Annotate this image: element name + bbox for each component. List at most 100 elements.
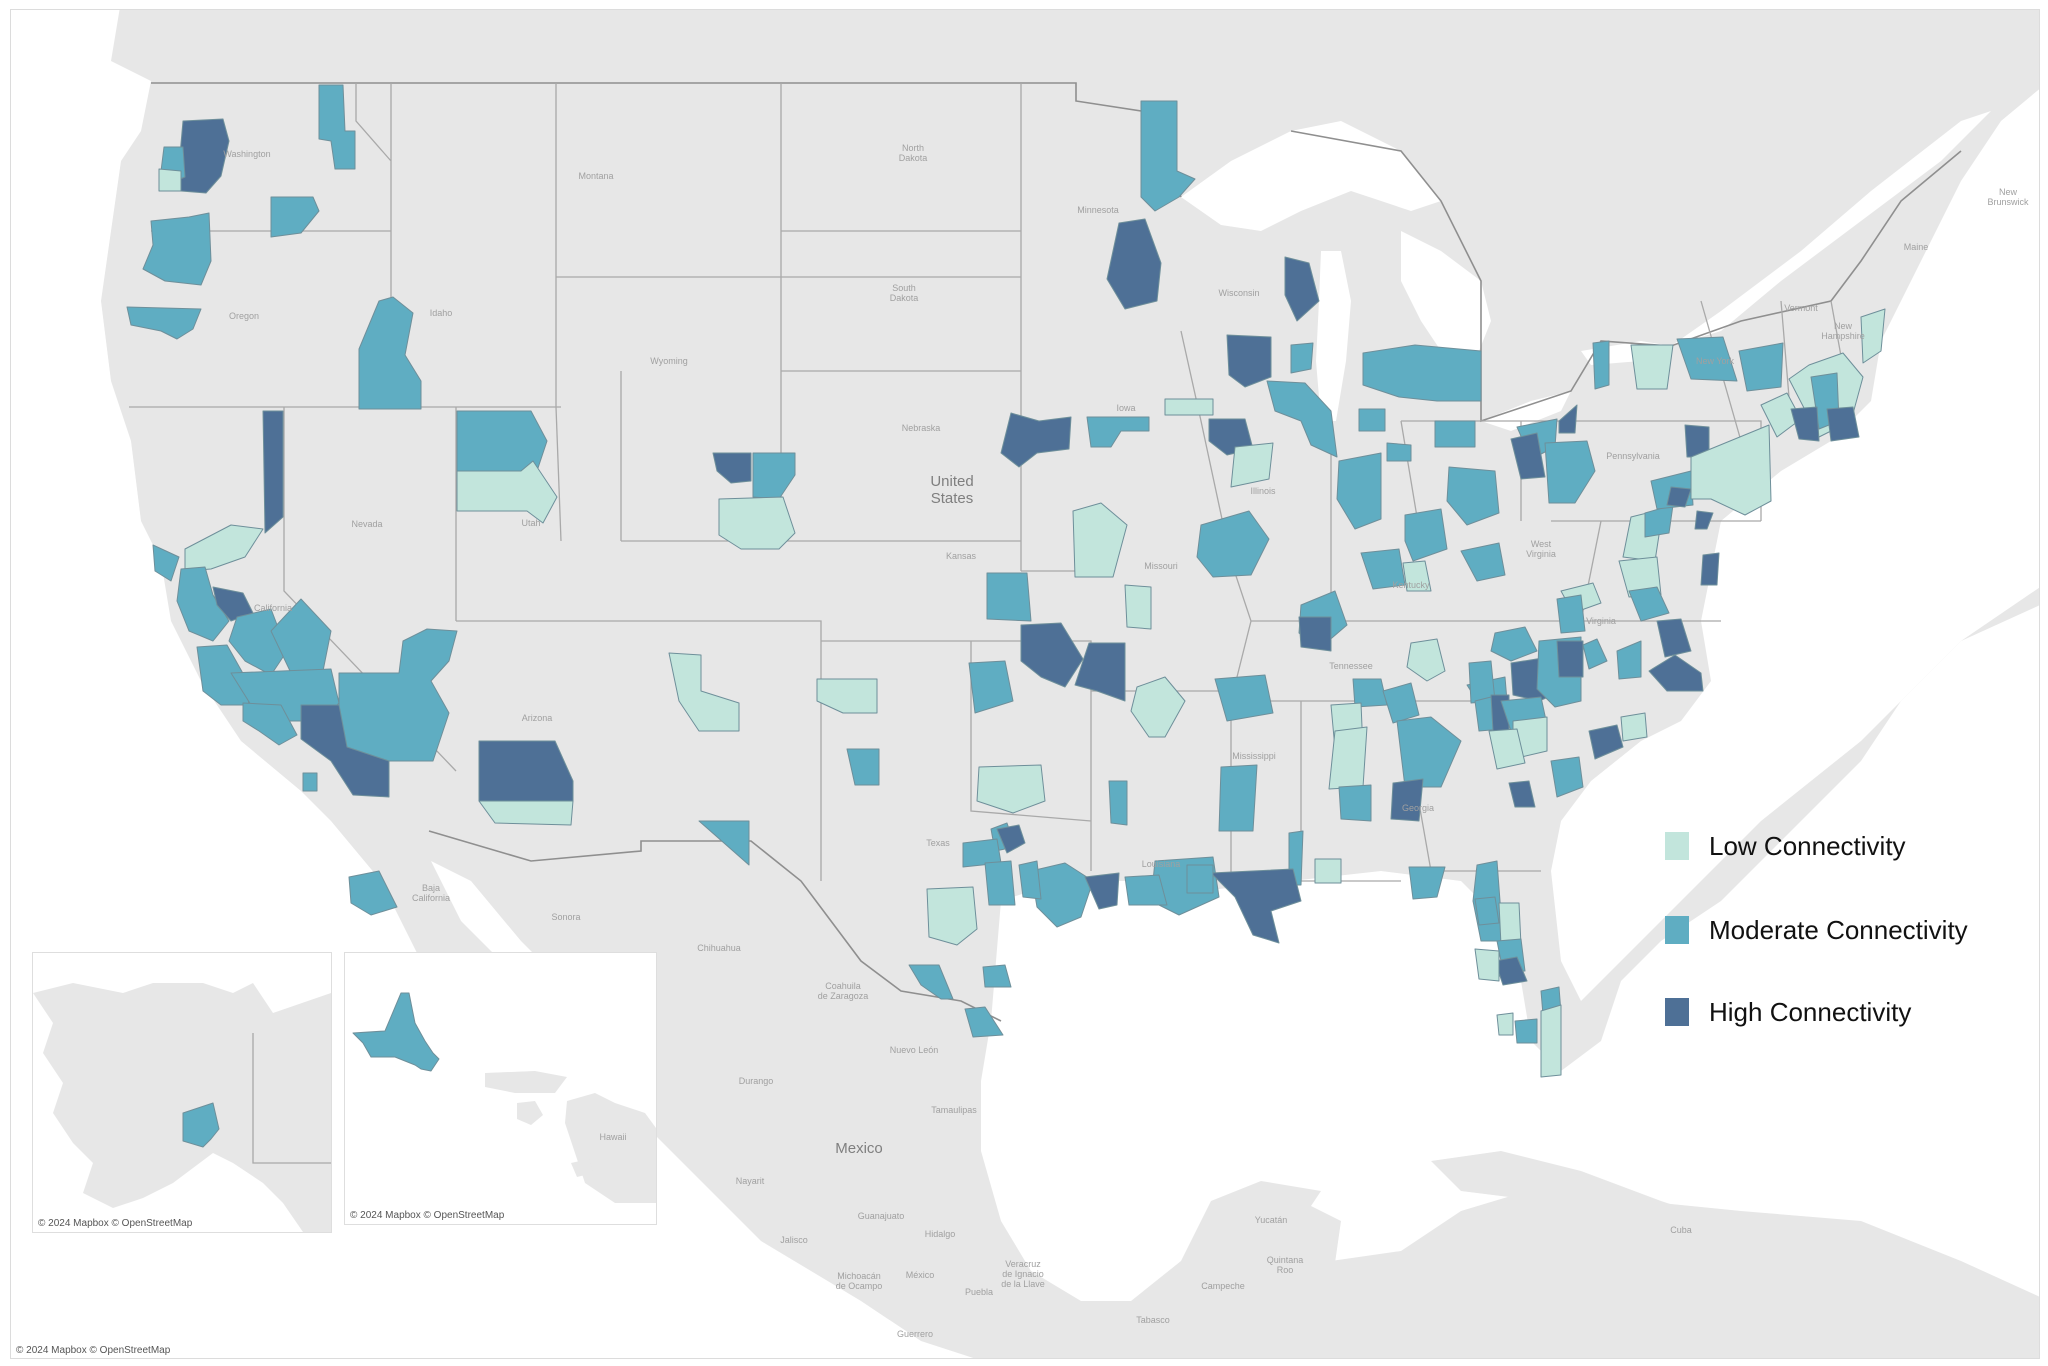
region-low-connectivity[interactable] xyxy=(1630,344,1674,390)
region-moderate-connectivity[interactable] xyxy=(846,748,880,786)
region-low-connectivity[interactable] xyxy=(1690,424,1772,516)
region-high-connectivity[interactable] xyxy=(1390,778,1424,822)
region-moderate-connectivity[interactable] xyxy=(1556,594,1586,634)
legend-item-moderate[interactable]: Moderate Connectivity xyxy=(1665,914,1968,946)
alaska-region[interactable] xyxy=(182,1102,220,1148)
region-moderate-connectivity[interactable] xyxy=(698,820,750,866)
region-moderate-connectivity[interactable] xyxy=(1196,510,1270,578)
region-high-connectivity[interactable] xyxy=(1558,404,1578,434)
region-moderate-connectivity[interactable] xyxy=(270,196,320,238)
region-moderate-connectivity[interactable] xyxy=(1628,586,1670,622)
region-low-connectivity[interactable] xyxy=(1130,676,1186,738)
region-low-connectivity[interactable] xyxy=(1164,398,1214,416)
region-high-connectivity[interactable] xyxy=(1826,406,1860,442)
region-moderate-connectivity[interactable] xyxy=(1124,874,1168,906)
region-moderate-connectivity[interactable] xyxy=(358,296,422,410)
region-high-connectivity[interactable] xyxy=(1284,256,1320,322)
region-low-connectivity[interactable] xyxy=(1860,308,1886,364)
region-low-connectivity[interactable] xyxy=(1498,902,1522,946)
region-low-connectivity[interactable] xyxy=(1620,712,1648,742)
region-moderate-connectivity[interactable] xyxy=(1434,420,1476,448)
region-low-connectivity[interactable] xyxy=(718,496,796,550)
region-high-connectivity[interactable] xyxy=(1588,724,1624,760)
region-moderate-connectivity[interactable] xyxy=(338,628,458,762)
region-moderate-connectivity[interactable] xyxy=(1338,784,1372,822)
region-low-connectivity[interactable] xyxy=(976,764,1046,814)
region-moderate-connectivity[interactable] xyxy=(1140,100,1196,212)
region-high-connectivity[interactable] xyxy=(1020,622,1084,688)
connectivity-regions[interactable] xyxy=(126,84,1886,1142)
region-moderate-connectivity[interactable] xyxy=(1086,416,1150,448)
region-moderate-connectivity[interactable] xyxy=(908,964,954,1000)
region-moderate-connectivity[interactable] xyxy=(142,212,212,286)
region-moderate-connectivity[interactable] xyxy=(1018,860,1042,900)
region-high-connectivity[interactable] xyxy=(1074,642,1126,702)
region-moderate-connectivity[interactable] xyxy=(1386,442,1412,462)
oahu-region[interactable] xyxy=(352,992,440,1072)
region-moderate-connectivity[interactable] xyxy=(1408,866,1446,900)
region-low-connectivity[interactable] xyxy=(1474,948,1500,982)
region-low-connectivity[interactable] xyxy=(158,168,182,192)
region-moderate-connectivity[interactable] xyxy=(1616,640,1642,680)
region-high-connectivity[interactable] xyxy=(1700,552,1720,586)
region-moderate-connectivity[interactable] xyxy=(1550,756,1584,798)
region-high-connectivity[interactable] xyxy=(262,410,284,534)
map-canvas[interactable]: Washington Oregon Idaho Montana Wyoming North… xyxy=(10,9,2040,1359)
region-moderate-connectivity[interactable] xyxy=(176,566,230,642)
region-moderate-connectivity[interactable] xyxy=(1446,466,1500,526)
region-high-connectivity[interactable] xyxy=(1226,334,1272,388)
region-moderate-connectivity[interactable] xyxy=(456,410,548,472)
region-high-connectivity[interactable] xyxy=(1790,406,1820,442)
region-low-connectivity[interactable] xyxy=(1124,584,1152,630)
region-moderate-connectivity[interactable] xyxy=(242,702,298,746)
region-moderate-connectivity[interactable] xyxy=(1214,674,1274,722)
region-moderate-connectivity[interactable] xyxy=(270,598,332,674)
region-high-connectivity[interactable] xyxy=(1648,654,1704,692)
region-moderate-connectivity[interactable] xyxy=(986,572,1032,622)
region-low-connectivity[interactable] xyxy=(1406,638,1446,682)
region-moderate-connectivity[interactable] xyxy=(1358,408,1386,432)
region-moderate-connectivity[interactable] xyxy=(1490,626,1538,662)
region-high-connectivity[interactable] xyxy=(1000,412,1072,468)
region-high-connectivity[interactable] xyxy=(1656,618,1692,658)
region-moderate-connectivity[interactable] xyxy=(126,306,202,340)
alaska-inset[interactable]: © 2024 Mapbox © OpenStreetMap xyxy=(32,952,332,1233)
region-moderate-connectivity[interactable] xyxy=(1266,380,1338,458)
region-low-connectivity[interactable] xyxy=(668,652,740,732)
region-high-connectivity[interactable] xyxy=(478,740,574,802)
region-high-connectivity[interactable] xyxy=(1666,486,1692,508)
legend-item-high[interactable]: High Connectivity xyxy=(1665,996,1911,1028)
region-low-connectivity[interactable] xyxy=(1540,1004,1562,1078)
region-low-connectivity[interactable] xyxy=(1402,560,1432,592)
region-low-connectivity[interactable] xyxy=(816,678,878,714)
region-moderate-connectivity[interactable] xyxy=(964,1006,1004,1038)
region-moderate-connectivity[interactable] xyxy=(984,860,1016,906)
region-high-connectivity[interactable] xyxy=(1556,640,1584,678)
region-low-connectivity[interactable] xyxy=(1072,502,1128,578)
region-moderate-connectivity[interactable] xyxy=(1186,864,1214,894)
region-moderate-connectivity[interactable] xyxy=(1738,342,1784,392)
region-high-connectivity[interactable] xyxy=(996,824,1026,854)
region-low-connectivity[interactable] xyxy=(1496,1012,1514,1036)
region-moderate-connectivity[interactable] xyxy=(752,452,796,500)
region-moderate-connectivity[interactable] xyxy=(1582,638,1608,670)
region-low-connectivity[interactable] xyxy=(1328,726,1368,790)
region-low-connectivity[interactable] xyxy=(1230,442,1274,488)
region-low-connectivity[interactable] xyxy=(478,800,574,826)
region-moderate-connectivity[interactable] xyxy=(982,964,1012,988)
region-low-connectivity[interactable] xyxy=(1314,858,1342,884)
region-high-connectivity[interactable] xyxy=(1694,510,1714,530)
region-moderate-connectivity[interactable] xyxy=(1336,452,1382,530)
region-moderate-connectivity[interactable] xyxy=(1290,342,1314,374)
region-moderate-connectivity[interactable] xyxy=(1592,340,1610,390)
hawaii-inset[interactable]: Hawaii © 2024 Mapbox © OpenStreetMap xyxy=(344,952,657,1225)
alaska-credit[interactable]: © 2024 Mapbox © OpenStreetMap xyxy=(36,1218,195,1229)
region-moderate-connectivity[interactable] xyxy=(1218,764,1258,832)
region-high-connectivity[interactable] xyxy=(712,452,752,484)
region-high-connectivity[interactable] xyxy=(1084,872,1120,910)
region-moderate-connectivity[interactable] xyxy=(968,660,1014,714)
region-moderate-connectivity[interactable] xyxy=(1396,716,1462,788)
region-high-connectivity[interactable] xyxy=(1508,780,1536,808)
region-moderate-connectivity[interactable] xyxy=(302,772,318,792)
region-moderate-connectivity[interactable] xyxy=(1360,548,1406,590)
